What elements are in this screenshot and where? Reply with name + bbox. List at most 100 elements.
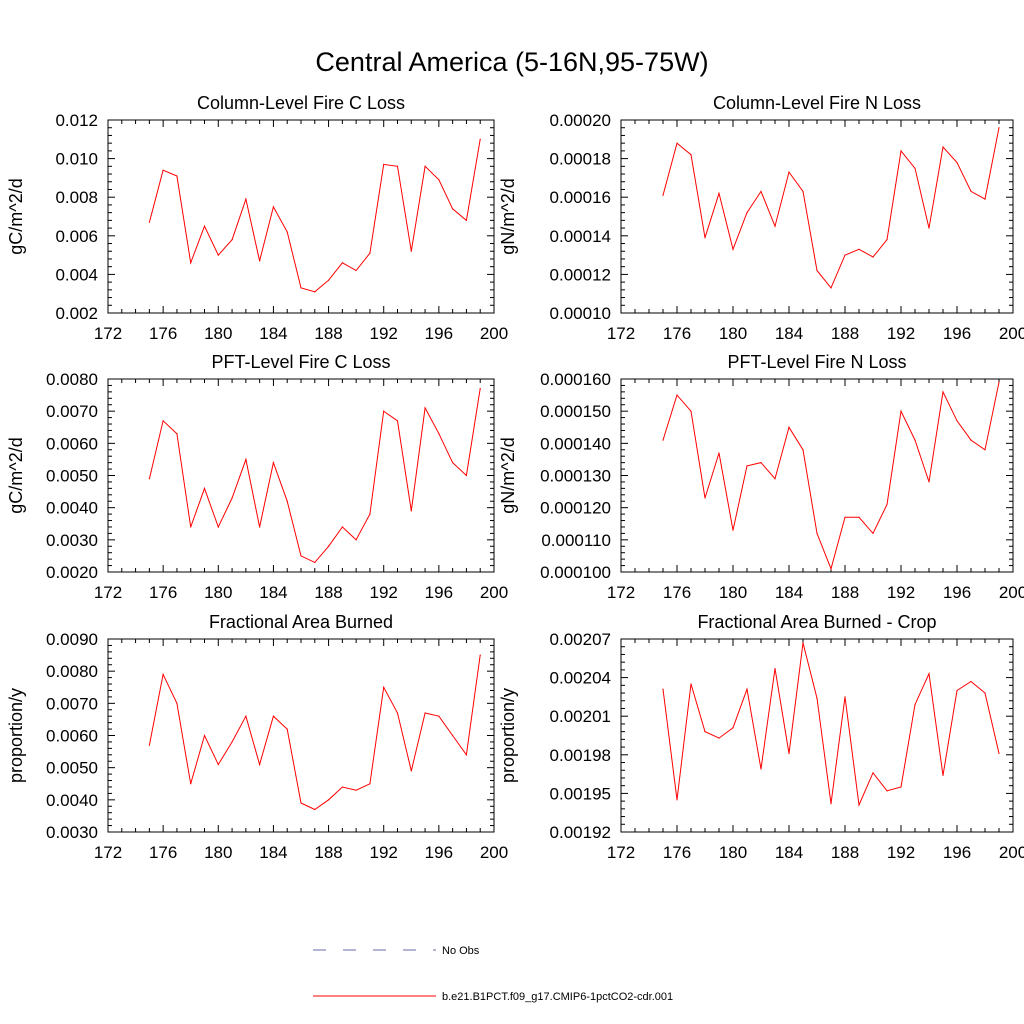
data-point — [704, 731, 706, 733]
data-point — [203, 734, 206, 737]
data-point — [998, 752, 1000, 755]
x-tick-label: 176 — [663, 843, 691, 862]
y-tick-label: 0.00012 — [550, 265, 611, 284]
data-point — [438, 179, 440, 181]
x-tick-label: 192 — [370, 324, 398, 343]
data-point — [272, 206, 275, 208]
y-tick-label: 0.00020 — [550, 111, 611, 130]
data-point — [844, 516, 846, 518]
y-tick-label: 0.0080 — [46, 370, 98, 389]
data-point — [341, 262, 343, 264]
y-tick-label: 0.00014 — [550, 227, 611, 246]
data-point — [479, 138, 481, 140]
data-point — [774, 478, 776, 480]
data-point — [217, 763, 219, 766]
data-point — [300, 802, 302, 804]
y-tick-label: 0.0050 — [46, 759, 98, 778]
y-tick-label: 0.000120 — [540, 499, 611, 518]
data-point — [465, 474, 468, 477]
chart-panel: 172 176 180 184 188 192 196 200 0.00192 0.00195 0.… — [498, 612, 1024, 862]
legend: No Obs b.e21.B1PCT.f09_g17.CMIP6-1pctCO2-… — [313, 945, 673, 1003]
data-point — [998, 381, 1000, 383]
data-point — [162, 420, 164, 422]
data-point — [900, 786, 902, 788]
data-point — [383, 410, 385, 412]
y-tick-label: 0.000110 — [541, 531, 611, 550]
data-point — [190, 526, 192, 528]
data-point — [410, 250, 412, 252]
data-point — [355, 539, 357, 541]
data-point — [452, 208, 454, 210]
data-point — [900, 410, 902, 412]
x-tick-label: 188 — [314, 324, 342, 343]
data-point — [984, 198, 986, 200]
data-point — [383, 686, 385, 688]
x-tick-label: 184 — [775, 583, 803, 602]
x-tick-label: 172 — [94, 583, 122, 602]
data-point — [928, 227, 930, 229]
data-point — [479, 654, 481, 656]
x-tick-label: 188 — [314, 843, 342, 862]
x-tick-label: 180 — [719, 583, 747, 602]
chart-title: Column-Level Fire N Loss — [713, 93, 921, 113]
data-point — [314, 561, 316, 563]
x-tick-label: 176 — [663, 583, 691, 602]
data-point — [928, 673, 930, 675]
series-line — [662, 382, 1000, 571]
y-tick-label: 0.0040 — [46, 499, 98, 518]
x-tick-label: 184 — [775, 843, 803, 862]
data-point — [148, 478, 150, 480]
data-point — [802, 190, 804, 193]
x-tick-label: 200 — [999, 583, 1024, 602]
data-point — [844, 696, 846, 698]
data-point — [676, 142, 678, 144]
data-point — [217, 254, 219, 256]
data-point — [327, 799, 330, 801]
data-point — [217, 526, 219, 528]
data-point — [886, 790, 888, 792]
data-point — [774, 667, 776, 670]
data-point — [190, 783, 192, 785]
y-tick-label: 0.006 — [55, 227, 98, 246]
data-point — [690, 683, 692, 685]
chart-panel: 172 176 180 184 188 192 196 200 0.00010 0.00012 0.… — [498, 93, 1024, 343]
y-tick-label: 0.000140 — [540, 434, 611, 453]
data-point — [956, 161, 958, 164]
chart-panel: 172 176 180 184 188 192 196 200 0.0030 0.0040 0.00… — [6, 612, 508, 862]
data-point — [465, 754, 468, 756]
x-tick-label: 184 — [259, 843, 287, 862]
data-point — [662, 194, 664, 196]
data-point — [286, 500, 288, 502]
data-point — [718, 192, 720, 194]
data-point — [914, 167, 916, 169]
data-point — [816, 532, 818, 535]
data-point — [886, 239, 888, 241]
data-point — [914, 439, 916, 441]
data-point — [872, 532, 874, 535]
data-point — [327, 545, 330, 547]
x-tick-label: 176 — [149, 843, 177, 862]
data-point — [662, 688, 664, 690]
x-tick-label: 196 — [425, 843, 453, 862]
data-point — [479, 388, 481, 390]
y-tick-label: 0.0060 — [46, 727, 98, 746]
data-point — [732, 529, 734, 531]
data-point — [148, 744, 150, 746]
data-point — [245, 198, 247, 200]
data-point — [732, 727, 734, 729]
data-point — [231, 239, 233, 241]
x-tick-label: 188 — [831, 843, 859, 862]
y-tick-label: 0.004 — [55, 265, 98, 284]
data-point — [438, 433, 440, 435]
y-tick-label: 0.0090 — [46, 630, 98, 649]
x-tick-label: 200 — [999, 843, 1024, 862]
y-tick-label: 0.0050 — [46, 467, 98, 486]
series-line — [662, 642, 1000, 807]
y-axis-label: gN/m^2/d — [498, 178, 518, 254]
data-point — [259, 763, 261, 766]
data-point — [746, 212, 748, 214]
y-tick-label: 0.00192 — [550, 823, 611, 842]
data-point — [300, 287, 302, 289]
y-tick-label: 0.000130 — [540, 467, 611, 486]
